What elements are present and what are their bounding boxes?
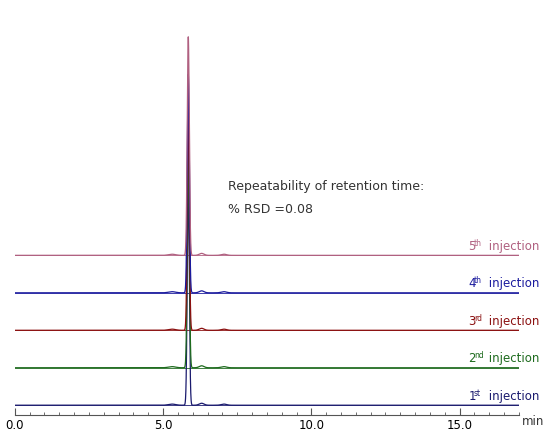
Text: th: th [474,276,482,285]
Text: injection: injection [485,390,539,403]
Text: 2: 2 [469,352,476,365]
Text: injection: injection [485,352,539,365]
Text: st: st [474,389,481,398]
Text: 5: 5 [469,240,476,253]
Text: injection: injection [485,315,539,328]
Text: 4: 4 [469,277,476,290]
Text: 3: 3 [469,315,476,328]
Text: rd: rd [474,314,482,323]
Text: % RSD =0.08: % RSD =0.08 [228,203,314,216]
Text: Repeatability of retention time:: Repeatability of retention time: [228,180,425,193]
Text: 1: 1 [469,390,476,403]
Text: injection: injection [485,277,539,290]
Text: min: min [522,415,544,427]
Text: th: th [474,239,482,248]
Text: nd: nd [474,351,483,360]
Text: injection: injection [485,240,539,253]
